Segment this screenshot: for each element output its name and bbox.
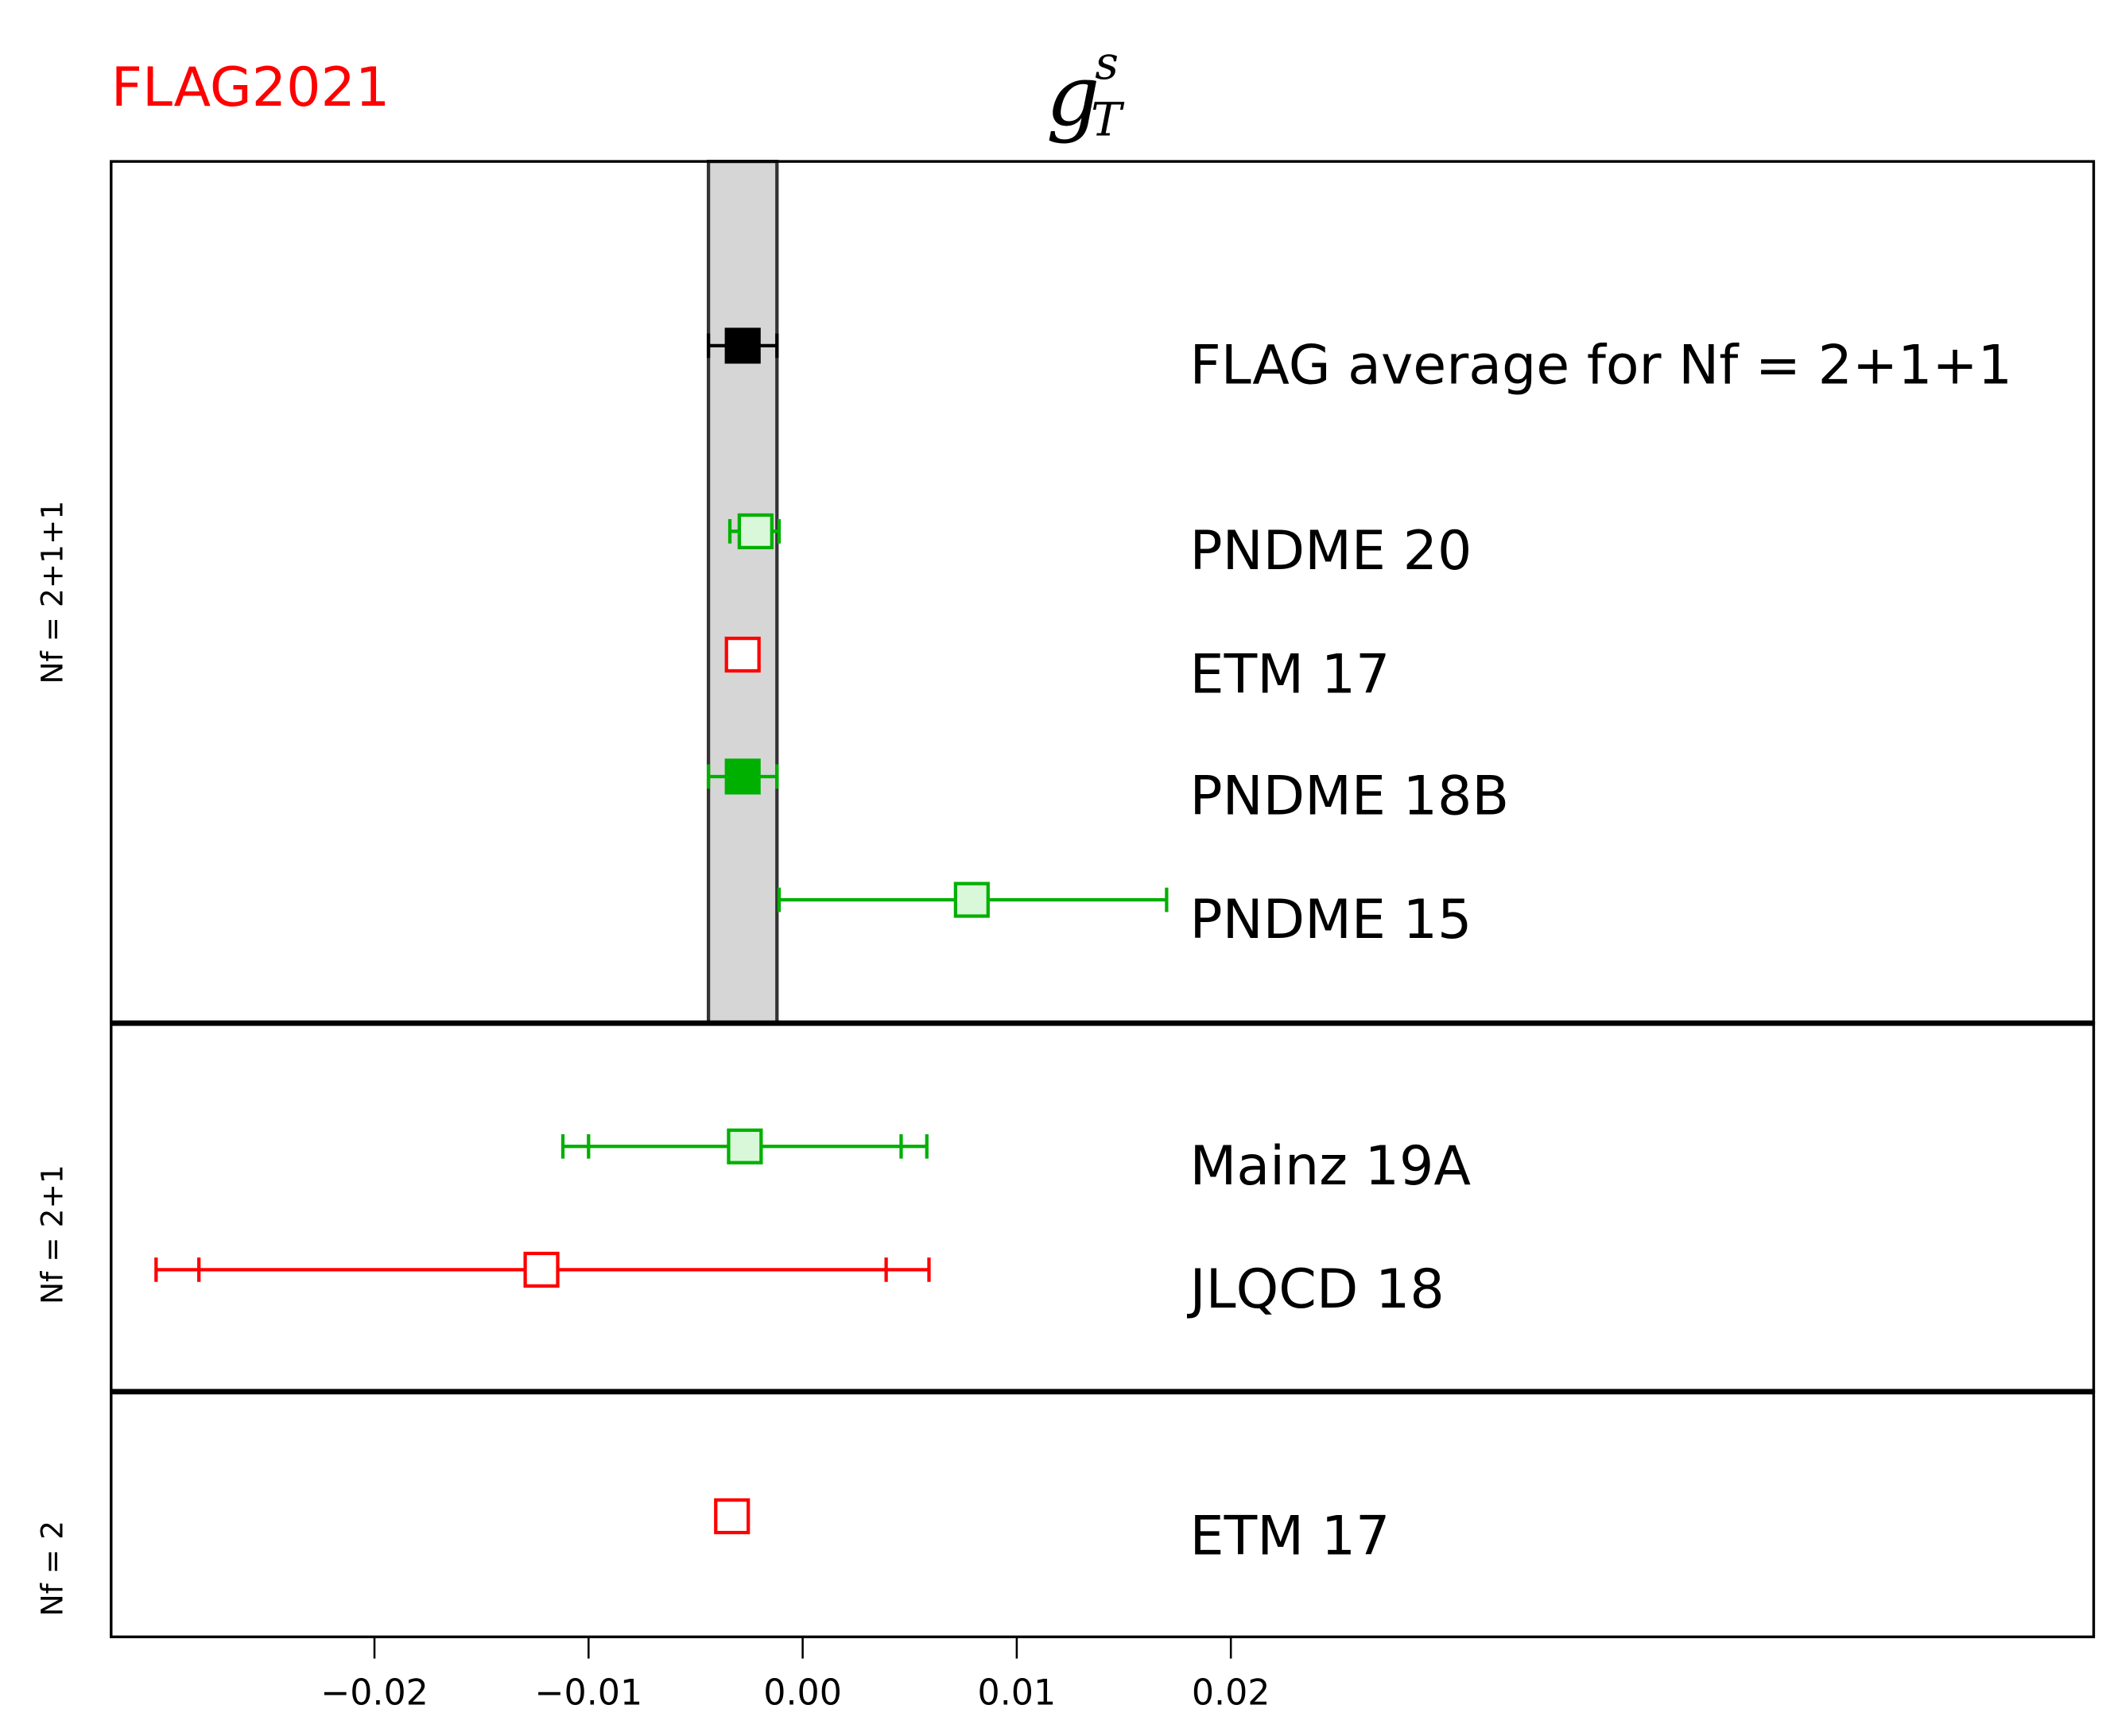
panel-frame bbox=[110, 160, 2096, 1025]
x-tick-label: 0.01 bbox=[978, 1673, 1057, 1714]
point-label: ETM 17 bbox=[1190, 643, 1391, 706]
svg-text:s: s bbox=[1095, 36, 1119, 90]
marker bbox=[724, 636, 761, 673]
data-point: FLAG average for Nf = 2+1+1 bbox=[706, 327, 2012, 397]
x-tick-label: 0.02 bbox=[1192, 1673, 1270, 1714]
panel-frame bbox=[110, 1390, 2096, 1639]
x-tick-label: −0.01 bbox=[534, 1673, 642, 1714]
marker bbox=[953, 882, 990, 918]
chart-title: g s T bbox=[1046, 36, 1125, 147]
point-label: JLQCD 18 bbox=[1187, 1258, 1445, 1321]
data-point: Mainz 19A bbox=[561, 1128, 1472, 1198]
point-label: Mainz 19A bbox=[1190, 1135, 1472, 1198]
flag-average-band bbox=[706, 159, 779, 1025]
svg-text:g: g bbox=[1046, 47, 1100, 145]
data-point: PNDME 15 bbox=[777, 882, 1472, 951]
marker bbox=[737, 513, 774, 550]
point-label: FLAG average for Nf = 2+1+1 bbox=[1190, 335, 2012, 397]
data-point: JLQCD 18 bbox=[154, 1251, 1445, 1321]
group-label: Nf = 2+1+1 bbox=[34, 501, 69, 684]
group-label: Nf = 2+1 bbox=[34, 1164, 69, 1304]
point-label: PNDME 20 bbox=[1190, 520, 1472, 583]
marker bbox=[724, 758, 761, 795]
marker bbox=[724, 327, 761, 364]
point-label: PNDME 15 bbox=[1190, 889, 1472, 951]
data-point: PNDME 18B bbox=[706, 758, 1510, 828]
panel-frame bbox=[110, 1021, 2096, 1393]
flag-logo: FLAG2021 bbox=[111, 56, 390, 119]
marker bbox=[523, 1251, 560, 1288]
data-point: ETM 17 bbox=[714, 1498, 1391, 1567]
x-tick-label: 0.00 bbox=[763, 1673, 842, 1714]
data-point: PNDME 20 bbox=[727, 513, 1472, 583]
x-tick-label: −0.02 bbox=[320, 1673, 429, 1714]
svg-text:T: T bbox=[1091, 93, 1125, 147]
point-label: PNDME 18B bbox=[1190, 765, 1510, 828]
group-label: Nf = 2 bbox=[34, 1521, 69, 1616]
marker bbox=[727, 1128, 763, 1164]
point-label: ETM 17 bbox=[1190, 1505, 1391, 1567]
data-point: ETM 17 bbox=[724, 636, 1391, 706]
marker bbox=[714, 1498, 751, 1535]
